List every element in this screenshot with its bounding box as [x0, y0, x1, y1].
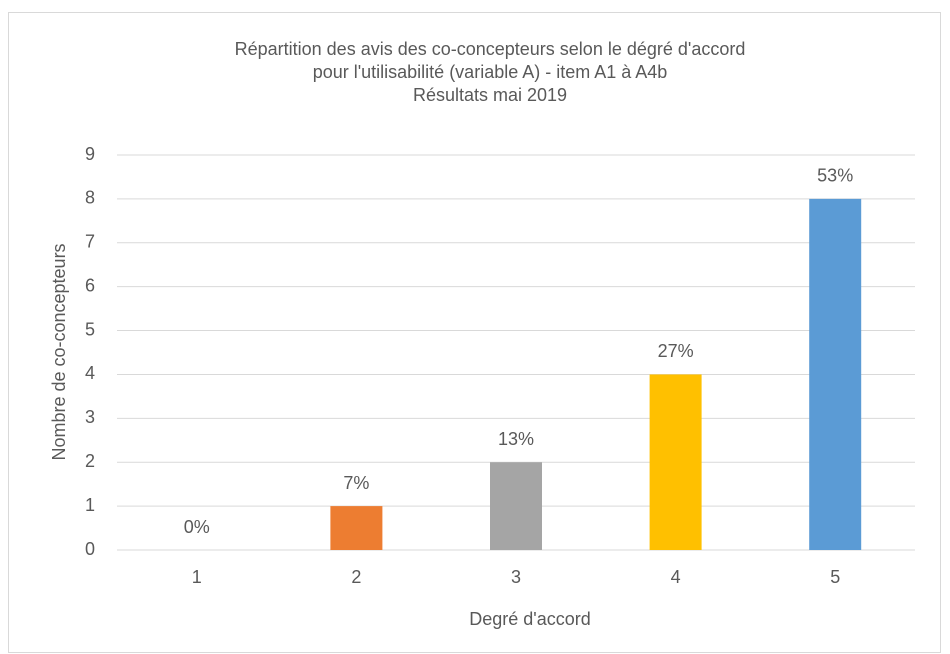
data-label: 7% [343, 473, 369, 493]
y-tick-label: 1 [85, 495, 95, 515]
y-axis-title: Nombre de co-concepteurs [49, 243, 69, 460]
y-tick-label: 5 [85, 319, 95, 339]
x-tick-label: 5 [830, 567, 840, 587]
bar [490, 462, 542, 550]
chart-title: Répartition des avis des co-concepteurs … [235, 39, 746, 59]
x-tick-label: 2 [351, 567, 361, 587]
data-label: 13% [498, 429, 534, 449]
chart-title: Résultats mai 2019 [413, 85, 567, 105]
data-label: 0% [184, 517, 210, 537]
x-tick-label: 4 [671, 567, 681, 587]
bar [809, 198, 862, 550]
y-tick-label: 9 [85, 144, 95, 164]
y-tick-label: 4 [85, 363, 95, 383]
x-tick-label: 3 [511, 567, 521, 587]
y-tick-label: 8 [85, 188, 95, 208]
chart-title: pour l'utilisabilité (variable A) - item… [313, 62, 668, 82]
y-tick-label: 0 [85, 539, 95, 559]
bar [649, 374, 702, 550]
y-tick-label: 6 [85, 275, 95, 295]
y-tick-label: 2 [85, 451, 95, 471]
x-axis-title: Degré d'accord [469, 609, 591, 629]
chart-border [8, 12, 941, 653]
y-tick-label: 3 [85, 407, 95, 427]
data-label: 27% [658, 341, 694, 361]
y-tick-label: 7 [85, 232, 95, 252]
x-tick-label: 1 [192, 567, 202, 587]
data-label: 53% [817, 166, 853, 186]
bar [330, 506, 383, 550]
